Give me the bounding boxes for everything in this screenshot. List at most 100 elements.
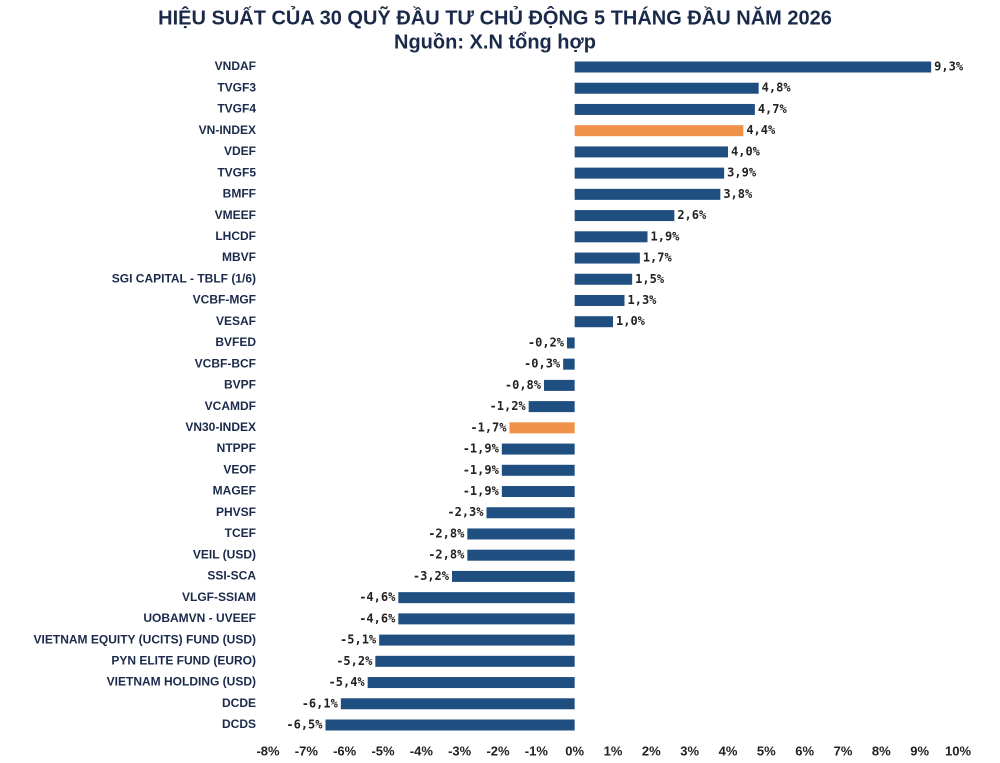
category-label: VN30-INDEX xyxy=(185,420,256,434)
category-label: VCBF-BCF xyxy=(195,356,256,370)
value-label: -1,2% xyxy=(490,399,527,413)
bar xyxy=(379,634,575,646)
value-label: 4,4% xyxy=(746,123,776,137)
bar xyxy=(528,401,575,413)
bar xyxy=(501,443,575,455)
bar xyxy=(574,188,721,200)
value-label: -0,8% xyxy=(505,378,542,392)
category-label: BVFED xyxy=(215,335,256,349)
bar xyxy=(574,231,648,243)
x-tick-label: -6% xyxy=(333,743,357,758)
x-tick-label: 8% xyxy=(872,743,891,758)
bar xyxy=(467,549,575,561)
category-label: DCDS xyxy=(222,717,256,731)
value-label: -6,5% xyxy=(286,718,323,732)
category-label: VLGF-SSIAM xyxy=(182,590,256,604)
value-label: 3,9% xyxy=(727,166,757,180)
bar xyxy=(544,379,575,391)
bar xyxy=(574,82,759,94)
value-label: 9,3% xyxy=(934,60,964,74)
value-label: -0,3% xyxy=(524,357,561,371)
bar xyxy=(340,698,575,710)
value-label: -6,1% xyxy=(302,696,339,710)
bar xyxy=(574,167,725,179)
value-label: -3,2% xyxy=(413,569,450,583)
category-label: SSI-SCA xyxy=(207,569,256,583)
bar xyxy=(398,613,575,625)
category-label: PYN ELITE FUND (EURO) xyxy=(111,653,256,667)
value-label: -4,6% xyxy=(359,611,396,625)
value-label: 1,0% xyxy=(616,314,646,328)
value-label: 2,6% xyxy=(677,208,707,222)
bar xyxy=(367,677,575,689)
x-tick-label: 4% xyxy=(719,743,738,758)
value-label: 4,0% xyxy=(731,144,761,158)
value-label: -4,6% xyxy=(359,590,396,604)
category-label: VMEEF xyxy=(215,208,256,222)
x-tick-label: -3% xyxy=(448,743,472,758)
value-label: -2,3% xyxy=(447,505,484,519)
bar xyxy=(574,316,613,328)
x-tick-label: 7% xyxy=(834,743,853,758)
bar xyxy=(398,592,575,604)
x-tick-label: -8% xyxy=(256,743,280,758)
category-label: VEOF xyxy=(223,462,256,476)
x-tick-label: -1% xyxy=(525,743,549,758)
x-tick-label: -7% xyxy=(295,743,319,758)
value-label: 4,7% xyxy=(758,102,788,116)
value-label: 1,3% xyxy=(628,293,658,307)
category-label: VESAF xyxy=(216,314,256,328)
x-tick-label: -4% xyxy=(410,743,434,758)
category-label: VDEF xyxy=(224,144,256,158)
category-label: VIETNAM HOLDING (USD) xyxy=(107,675,256,689)
category-label: MAGEF xyxy=(213,484,256,498)
value-label: 1,5% xyxy=(635,272,665,286)
category-label: VIETNAM EQUITY (UCITS) FUND (USD) xyxy=(34,632,256,646)
x-tick-label: 9% xyxy=(910,743,929,758)
value-label: -5,1% xyxy=(340,633,377,647)
bar xyxy=(375,655,575,667)
bar xyxy=(486,507,575,519)
category-label: UOBAMVN - UVEEF xyxy=(143,611,256,625)
x-tick-label: 0% xyxy=(565,743,584,758)
bar xyxy=(467,528,575,540)
chart-subtitle: Nguồn: X.N tổng hợp xyxy=(394,31,596,53)
category-label: VCAMDF xyxy=(205,399,256,413)
category-label: TCEF xyxy=(225,526,256,540)
x-tick-label: -5% xyxy=(371,743,395,758)
category-label: BMFF xyxy=(223,187,256,201)
value-label: -5,2% xyxy=(336,654,373,668)
category-label: MBVF xyxy=(222,250,256,264)
value-label: 4,8% xyxy=(762,81,792,95)
category-label: SGI CAPITAL - TBLF (1/6) xyxy=(112,271,256,285)
value-label: 1,7% xyxy=(643,251,673,265)
value-label: -0,2% xyxy=(528,335,565,349)
chart-title: HIỆU SUẤT CỦA 30 QUỸ ĐẦU TƯ CHỦ ĐỘNG 5 T… xyxy=(158,5,832,29)
bar xyxy=(574,252,640,264)
x-tick-label: 2% xyxy=(642,743,661,758)
bar xyxy=(574,125,744,137)
bar xyxy=(574,273,633,285)
category-label: DCDE xyxy=(222,696,256,710)
value-label: 1,9% xyxy=(651,229,681,243)
category-label: VEIL (USD) xyxy=(193,547,256,561)
bar xyxy=(325,719,575,731)
category-label: NTPPF xyxy=(217,441,256,455)
category-label: VCBF-MGF xyxy=(193,293,256,307)
bar xyxy=(501,486,575,498)
value-label: -1,9% xyxy=(463,463,500,477)
bar xyxy=(574,61,932,73)
value-label: 3,8% xyxy=(723,187,753,201)
bar xyxy=(501,464,575,476)
x-tick-label: 10% xyxy=(945,743,971,758)
bar xyxy=(574,210,675,222)
x-tick-label: 1% xyxy=(604,743,623,758)
x-tick-label: -2% xyxy=(486,743,510,758)
category-label: LHCDF xyxy=(215,229,256,243)
value-label: -2,8% xyxy=(428,548,465,562)
category-label: TVGF4 xyxy=(217,102,256,116)
bar xyxy=(563,358,575,370)
category-label: TVGF5 xyxy=(217,165,256,179)
bar xyxy=(574,103,755,115)
x-tick-label: 3% xyxy=(680,743,699,758)
